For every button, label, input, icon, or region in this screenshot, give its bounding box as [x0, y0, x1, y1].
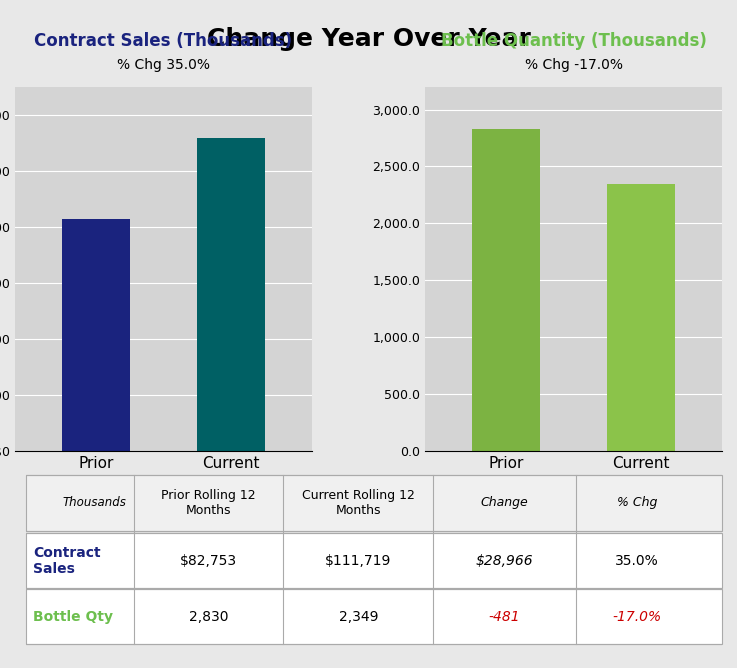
Text: Contract
Sales: Contract Sales — [32, 546, 100, 576]
Bar — [26, 589, 722, 645]
Text: 2,349: 2,349 — [338, 610, 378, 624]
Text: % Chg 35.0%: % Chg 35.0% — [117, 58, 210, 72]
Text: Change Year Over Year: Change Year Over Year — [206, 27, 531, 51]
Bar — [472, 129, 539, 451]
Bar — [607, 184, 675, 451]
Text: 2,830: 2,830 — [189, 610, 228, 624]
Text: Contract Sales (Thousands): Contract Sales (Thousands) — [35, 32, 293, 50]
Text: $82,753: $82,753 — [180, 554, 237, 568]
Bar — [26, 476, 722, 530]
Text: % Chg -17.0%: % Chg -17.0% — [525, 58, 623, 72]
Text: $28,966: $28,966 — [476, 554, 534, 568]
Text: Thousands: Thousands — [63, 496, 127, 510]
Text: $111,719: $111,719 — [325, 554, 391, 568]
Text: Change: Change — [481, 496, 528, 510]
Text: % Chg: % Chg — [617, 496, 657, 510]
Text: Bottle Qty: Bottle Qty — [32, 610, 113, 624]
Bar — [26, 533, 722, 589]
Text: -17.0%: -17.0% — [612, 610, 662, 624]
Text: -481: -481 — [489, 610, 520, 624]
Bar — [198, 138, 265, 451]
Text: Current Rolling 12
Months: Current Rolling 12 Months — [302, 489, 415, 517]
Bar — [62, 219, 130, 451]
Text: 35.0%: 35.0% — [615, 554, 659, 568]
Text: Prior Rolling 12
Months: Prior Rolling 12 Months — [161, 489, 256, 517]
Text: Bottle Quantity (Thousands): Bottle Quantity (Thousands) — [441, 32, 707, 50]
